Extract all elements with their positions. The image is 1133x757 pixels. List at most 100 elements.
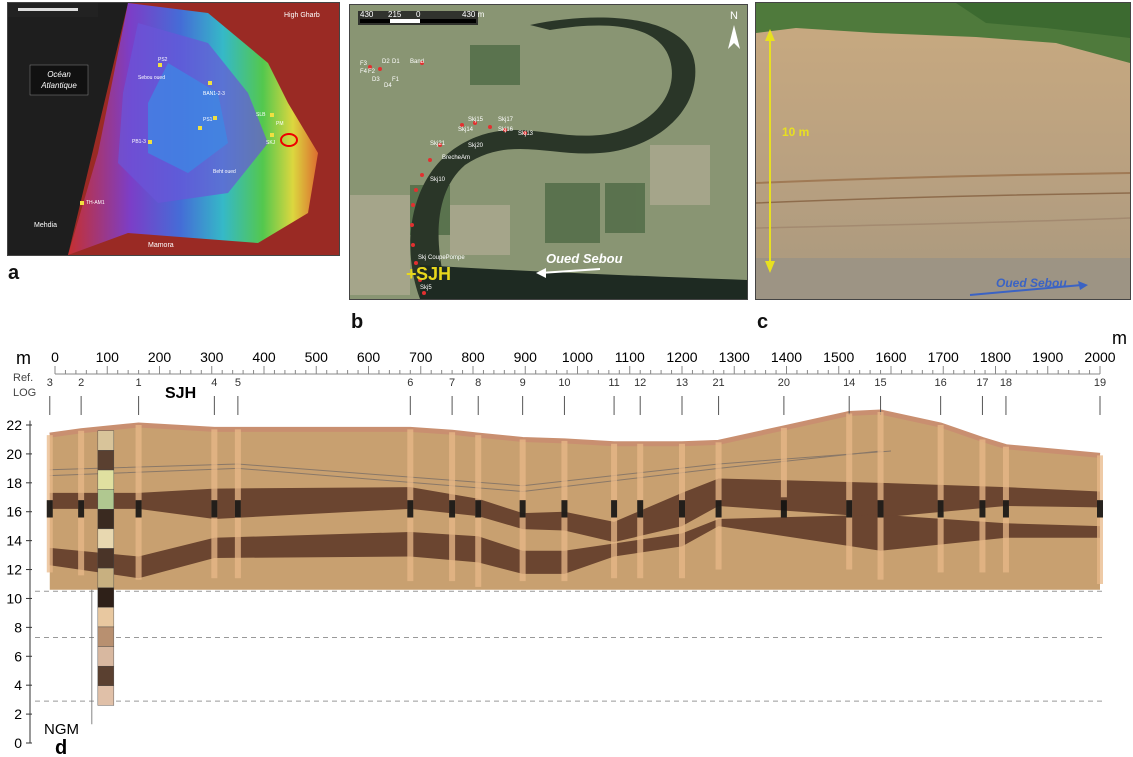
log-dark-band xyxy=(46,500,53,518)
log-number-label: 20 xyxy=(778,377,790,389)
y-tick-label: 16 xyxy=(6,504,22,520)
north-arrow-icon xyxy=(728,25,740,49)
x-tick-label: 1500 xyxy=(823,349,854,365)
satellite-map: 430 215 0 430 m N F3 F4 F2 D2 D1 D3 D4 F… xyxy=(350,5,747,299)
x-tick-label: 700 xyxy=(409,349,433,365)
log-number-label: 11 xyxy=(608,377,619,389)
x-ruler: 0 100 200 300 400 500 600 700 800 900 1000 1100 1200… xyxy=(51,349,1116,375)
point-brecheam: BrecheAm xyxy=(442,155,470,161)
log-dark-band xyxy=(449,500,456,518)
place-mehdia: Mehdia xyxy=(34,222,57,229)
log-dark-band xyxy=(407,500,414,518)
x-tick-label: 600 xyxy=(357,349,381,365)
log-column xyxy=(937,425,944,573)
log-dark-band xyxy=(1002,500,1009,518)
log-number-label: 2 xyxy=(78,377,84,389)
height-arrow-down-icon xyxy=(765,261,775,273)
ref-label-1: Ref. xyxy=(13,372,33,384)
ocean-label-1: Océan xyxy=(47,70,71,79)
point-skj14: Skj14 xyxy=(458,127,474,133)
site-ps2: PS2 xyxy=(158,57,168,63)
x-tick-label: 400 xyxy=(252,349,276,365)
log-number-label: 8 xyxy=(475,377,481,389)
place-high-gharb: High Gharb xyxy=(284,12,320,19)
lower-dark-layer xyxy=(49,514,1100,579)
y-tick-label: 18 xyxy=(6,475,22,491)
site-sjh-label: SJH xyxy=(416,264,451,284)
y-tick-label: 12 xyxy=(6,562,22,578)
site-highlight-circle xyxy=(280,133,298,147)
sjh-bed xyxy=(97,646,115,667)
x-tick-label: 0 xyxy=(51,349,59,365)
x-tick-label: 1400 xyxy=(771,349,802,365)
x-unit-left: m xyxy=(16,348,31,368)
sjh-bed xyxy=(97,528,115,549)
sjh-bed xyxy=(97,626,115,647)
y-tick-label: 4 xyxy=(14,677,22,693)
sjh-bed xyxy=(97,548,115,569)
x-tick-label: 1300 xyxy=(719,349,750,365)
outcrop-photo: 10 m Oued Sebou xyxy=(756,3,1130,299)
x-tick-label: 500 xyxy=(305,349,329,365)
panel-d-cross-section: m m Ref. LOG 0 100 200 300 400 500 600 700 800 90… xyxy=(0,318,1133,757)
x-tick-label: 200 xyxy=(148,349,172,365)
sjh-bed xyxy=(97,665,115,687)
log-number-label: 1 xyxy=(136,377,142,389)
site-slb: SLB xyxy=(256,112,266,118)
site-skj: SKJ xyxy=(266,140,276,146)
log-dark-band xyxy=(877,500,884,518)
point-skj-coupepompe: Skj CoupePompe xyxy=(418,255,465,261)
log-column xyxy=(877,411,884,580)
log-number-label: 13 xyxy=(676,377,688,389)
sjh-bed xyxy=(97,430,115,451)
log-dark-band xyxy=(715,500,722,518)
section-body xyxy=(49,409,1101,590)
scale-430m: 430 m xyxy=(462,10,485,19)
x-tick-label: 1600 xyxy=(875,349,906,365)
site-pm: PM xyxy=(276,121,284,127)
place-beht-oued: Beht oued xyxy=(213,169,236,175)
sjh-bed xyxy=(97,587,115,608)
cross-section-diagram: m m Ref. LOG 0 100 200 300 400 500 600 700 800 90… xyxy=(6,328,1127,757)
log-number-label: 19 xyxy=(1094,377,1106,389)
log-dark-band xyxy=(135,500,142,518)
top-soil-layer xyxy=(49,409,1101,458)
point-f1: F1 xyxy=(392,77,400,83)
y-tick-label: 2 xyxy=(14,706,22,722)
river-label-c: Oued Sebou xyxy=(996,276,1067,290)
site-pb: PB1-3 xyxy=(132,139,146,145)
place-sebou-oued: Sebou oued xyxy=(138,75,165,81)
log-dark-band xyxy=(611,500,618,518)
ref-label-2: LOG xyxy=(13,387,36,399)
flow-arrow-line xyxy=(539,268,601,274)
river-label-b: Oued Sebou xyxy=(546,251,623,266)
scale-0: 0 xyxy=(416,10,421,19)
point-skj10: Skj10 xyxy=(430,177,446,183)
x-tick-label: 100 xyxy=(96,349,120,365)
log-column xyxy=(1097,455,1103,584)
panel-c-outcrop-photo: 10 m Oued Sebou xyxy=(755,2,1131,300)
point-skj16: Skj16 xyxy=(498,127,514,133)
panel-label-d: d xyxy=(55,737,67,757)
sjh-bed xyxy=(97,509,115,530)
x-tick-label: 1800 xyxy=(980,349,1011,365)
log-dark-band xyxy=(1097,500,1103,518)
log-number-label: 16 xyxy=(935,377,947,389)
x-tick-label: 2000 xyxy=(1084,349,1115,365)
x-tick-label: 800 xyxy=(461,349,485,365)
log-columns: 3 2 1 4 5 6 7 8 9 10 11 12 13 21 20 14 15 16 17 18 19 xyxy=(47,377,1106,587)
point-f4: F4 xyxy=(360,69,368,75)
sjh-bed xyxy=(97,607,115,628)
sjh-bed xyxy=(97,685,115,706)
dem-map: Océan Atlantique High Gharb Mehdia Mamor… xyxy=(8,3,339,255)
datum-label: NGM xyxy=(44,721,79,738)
upper-dark-layer xyxy=(49,478,1100,543)
log-number-label: 17 xyxy=(976,377,988,389)
panel-a-dem-map: Océan Atlantique High Gharb Mehdia Mamor… xyxy=(7,2,340,256)
y-tick-label: 22 xyxy=(6,417,22,433)
log-number-label: 18 xyxy=(1000,377,1012,389)
log-dark-band xyxy=(979,500,986,518)
y-tick-label: 6 xyxy=(14,648,22,664)
log-number-label: 6 xyxy=(407,377,413,389)
